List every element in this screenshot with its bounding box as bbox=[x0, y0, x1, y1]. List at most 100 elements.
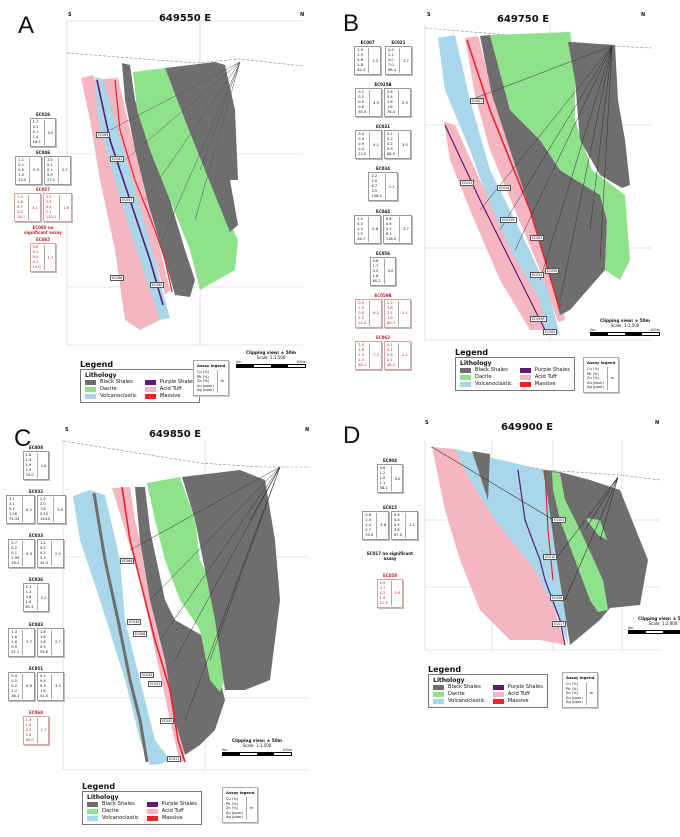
assay-value: 78.7 bbox=[17, 215, 26, 219]
assay-interval: 3.1 3.1 0.1 1.26 73.33 6.2 bbox=[5, 495, 35, 525]
assay-box-ec032: EC032 3.1 3.1 0.1 1.26 73.33 6.2 2.5 2.0 7.8 2.52 1… bbox=[5, 489, 67, 525]
interval-length: 7.2 bbox=[373, 353, 379, 358]
assay-box-ec026: EC026 1.7 0.1 0.1 1.4 18.5 0.5 bbox=[29, 112, 57, 147]
assay-interval: 3.5 0.1 0.1 0.9 27.1 0.5 bbox=[44, 155, 71, 185]
interval-length: 2.1 bbox=[402, 353, 408, 358]
assay-legend-item: Ag (ppm) bbox=[226, 815, 243, 820]
assay-row: EC051 0.4 0.5 0.2 1.2 38.1 6.8 0.1 0.4 0.3 1.8 41.0… bbox=[8, 666, 64, 701]
legend-swatch bbox=[87, 809, 98, 814]
assay-box-ec021: EC021 0.9 2.1 4.0 7.0 68.4 1.7 bbox=[385, 40, 412, 75]
interval-length: 1.7 bbox=[403, 58, 409, 63]
assay-value: 1.6 bbox=[387, 105, 393, 110]
assay-value: 6.1 bbox=[385, 231, 392, 236]
assay-row: EC046 1.1 0.1 0.0 1.0 13.5 0.9 3.5 0.1 0.1 0.9 27.1… bbox=[15, 150, 71, 185]
lithology-heading: Lithology bbox=[87, 794, 119, 801]
assay-value: 1.6 bbox=[387, 305, 393, 310]
topography-a bbox=[66, 52, 304, 67]
assay-row: EC065 0.6 0.1 0.0 0.1 14.0 1.7 bbox=[29, 237, 57, 272]
assay-row: EC062 2.0 1.6 1.3 2.3 60.1 7.2 0.1 0.1 0.8 2.1 48.1… bbox=[355, 335, 411, 370]
assay-value: 1.8 bbox=[25, 453, 32, 457]
legend-item-purple-shales: Purple Shales bbox=[492, 684, 543, 691]
legend-swatch bbox=[146, 809, 158, 814]
assay-value: 2.5 bbox=[40, 497, 46, 502]
hole-name: EC031 bbox=[375, 124, 391, 130]
legend-label: Acid Tuff bbox=[507, 691, 530, 697]
drillhole-label: EC062 bbox=[110, 156, 125, 162]
assay-interval: 7.4 1.8 4.7 2.2 78.7 3.1 bbox=[14, 193, 41, 222]
drillhole-label: EC043 bbox=[140, 672, 155, 678]
assay-value: 2.8 bbox=[357, 63, 363, 67]
legend-item-dacite: Dacite bbox=[433, 691, 485, 698]
interval-length: 3.0 bbox=[394, 476, 401, 481]
legend-swatch bbox=[85, 394, 96, 399]
assay-boxes: EC004 0.6 1.2 2.0 1.1 38.1 3.0 EC015 0.6 1.3 2.3 0.… bbox=[362, 458, 418, 608]
assay-value: 110.1 bbox=[45, 215, 57, 219]
assay-value: 6.7 bbox=[371, 184, 378, 189]
scale-text: Scale: 1:1,500 bbox=[256, 355, 286, 360]
south-label: S bbox=[65, 427, 69, 433]
assay-value: 0.1 bbox=[32, 260, 39, 264]
legend-label: Purple Shales bbox=[507, 684, 543, 690]
legend-swatch bbox=[492, 699, 504, 704]
legend-swatch bbox=[146, 816, 158, 821]
assay-value: 0.5 bbox=[358, 300, 364, 305]
assay-interval: 0.5 1.5 0.8 1.5 22.4 6.2 bbox=[355, 298, 382, 328]
scale-text: Scale: 1:2,000 bbox=[648, 621, 678, 626]
legend-heading: Legend bbox=[80, 360, 114, 369]
assay-value: 0.6 bbox=[372, 258, 379, 263]
assay-interval: 1.8 1.8 1.8 0.9 55.6 2.7 bbox=[37, 627, 64, 657]
south-label: S bbox=[427, 12, 431, 18]
assay-value: 11.9 bbox=[379, 600, 388, 605]
drillhole-label: EC066 bbox=[110, 275, 125, 281]
legend-label: Purple Shales bbox=[159, 379, 195, 385]
legend-item-massive: Massive bbox=[144, 393, 195, 400]
interval-length: 2.7 bbox=[55, 640, 61, 645]
assay-value: 78.4 bbox=[387, 110, 396, 115]
legend-swatch bbox=[433, 685, 444, 690]
lithology-heading: Lithology bbox=[460, 360, 492, 367]
assay-row: EC057 7.4 1.8 4.7 2.2 78.7 3.1 3.5 2.5 0.2 2.1 110.… bbox=[14, 187, 72, 222]
interval-length: 0.9 bbox=[33, 168, 39, 172]
assay-row: EC026 1.7 0.1 0.1 1.4 18.5 0.5 bbox=[29, 112, 57, 147]
assay-value: 13.5 bbox=[18, 177, 27, 182]
assay-legend-item: Cu (%) bbox=[566, 682, 579, 686]
assay-value: 2.8 bbox=[25, 595, 32, 600]
assay-interval: 1.4 0.2 0.2 3.3 42.3 2.0 bbox=[37, 539, 64, 569]
assay-value: 22.9 bbox=[358, 152, 367, 157]
assay-row: EC056 0.6 1.7 3.0 1.8 60.2 3.0 bbox=[369, 251, 397, 286]
interval-length: 1.3 bbox=[372, 58, 378, 63]
assay-interval: 2.6 0.4 1.6 1.6 78.4 2.9 bbox=[384, 88, 411, 118]
assay-value: 90.0 bbox=[25, 737, 34, 742]
assay-value: 2.52 bbox=[40, 512, 49, 517]
north-label: N bbox=[300, 12, 305, 18]
assay-value: 1.26 bbox=[8, 512, 17, 517]
assay-interval: 0.1 0.4 0.3 1.8 41.0 3.5 bbox=[37, 671, 64, 701]
assay-interval: 0.2 0.2 0.2 0.9 68.0 3.0 bbox=[384, 130, 411, 160]
assay-interval: 2.9 2.5 4.6 2.8 62.5 1.3 bbox=[354, 46, 381, 75]
interval-length: 6.2 bbox=[26, 507, 32, 512]
legend-label: Massive bbox=[507, 698, 529, 704]
scale-text: Scale: 1:1,500 bbox=[610, 323, 640, 328]
assay-value: 1.1 bbox=[379, 481, 386, 485]
assay-row: EC032 3.1 3.1 0.1 1.26 73.33 6.2 2.5 2.0 7.8 2.52 1… bbox=[5, 489, 67, 525]
clipping-info: Clipping view: ± 50m Scale: 1:1,500 0m 100… bbox=[222, 738, 292, 756]
assay-value: 0.6 bbox=[385, 221, 392, 226]
assay-box-ec065: EC065 0.6 0.1 0.0 0.1 14.0 1.7 bbox=[29, 237, 57, 272]
assay-row: EC007 2.9 2.5 4.6 2.8 62.5 1.3 EC021 0.9 2.1 4.0 7.… bbox=[354, 40, 412, 75]
assay-legend-item: Pb (%) bbox=[197, 374, 209, 379]
assay-value: 60.2 bbox=[372, 278, 381, 283]
topography-c bbox=[62, 440, 310, 468]
legend-item-massive: Massive bbox=[519, 381, 570, 388]
assay-value: 1.8 bbox=[40, 688, 46, 693]
scale-start: 0m bbox=[628, 626, 634, 630]
assay-value: 2.2 bbox=[17, 210, 23, 214]
interval-length: 2.0 bbox=[55, 551, 61, 556]
assay-value: 0.2 bbox=[358, 95, 364, 100]
assay-value: 4.0 bbox=[388, 58, 394, 62]
assay-legend-item: Ag (ppm) bbox=[587, 385, 604, 390]
south-label: S bbox=[68, 12, 72, 18]
assay-legend-item: Ag (ppm) bbox=[197, 388, 214, 393]
assay-interval: 0.6 1.2 2.0 1.1 38.1 3.0 bbox=[376, 464, 404, 493]
assay-value: 41.0 bbox=[40, 693, 49, 698]
section-b-geology bbox=[438, 32, 630, 335]
